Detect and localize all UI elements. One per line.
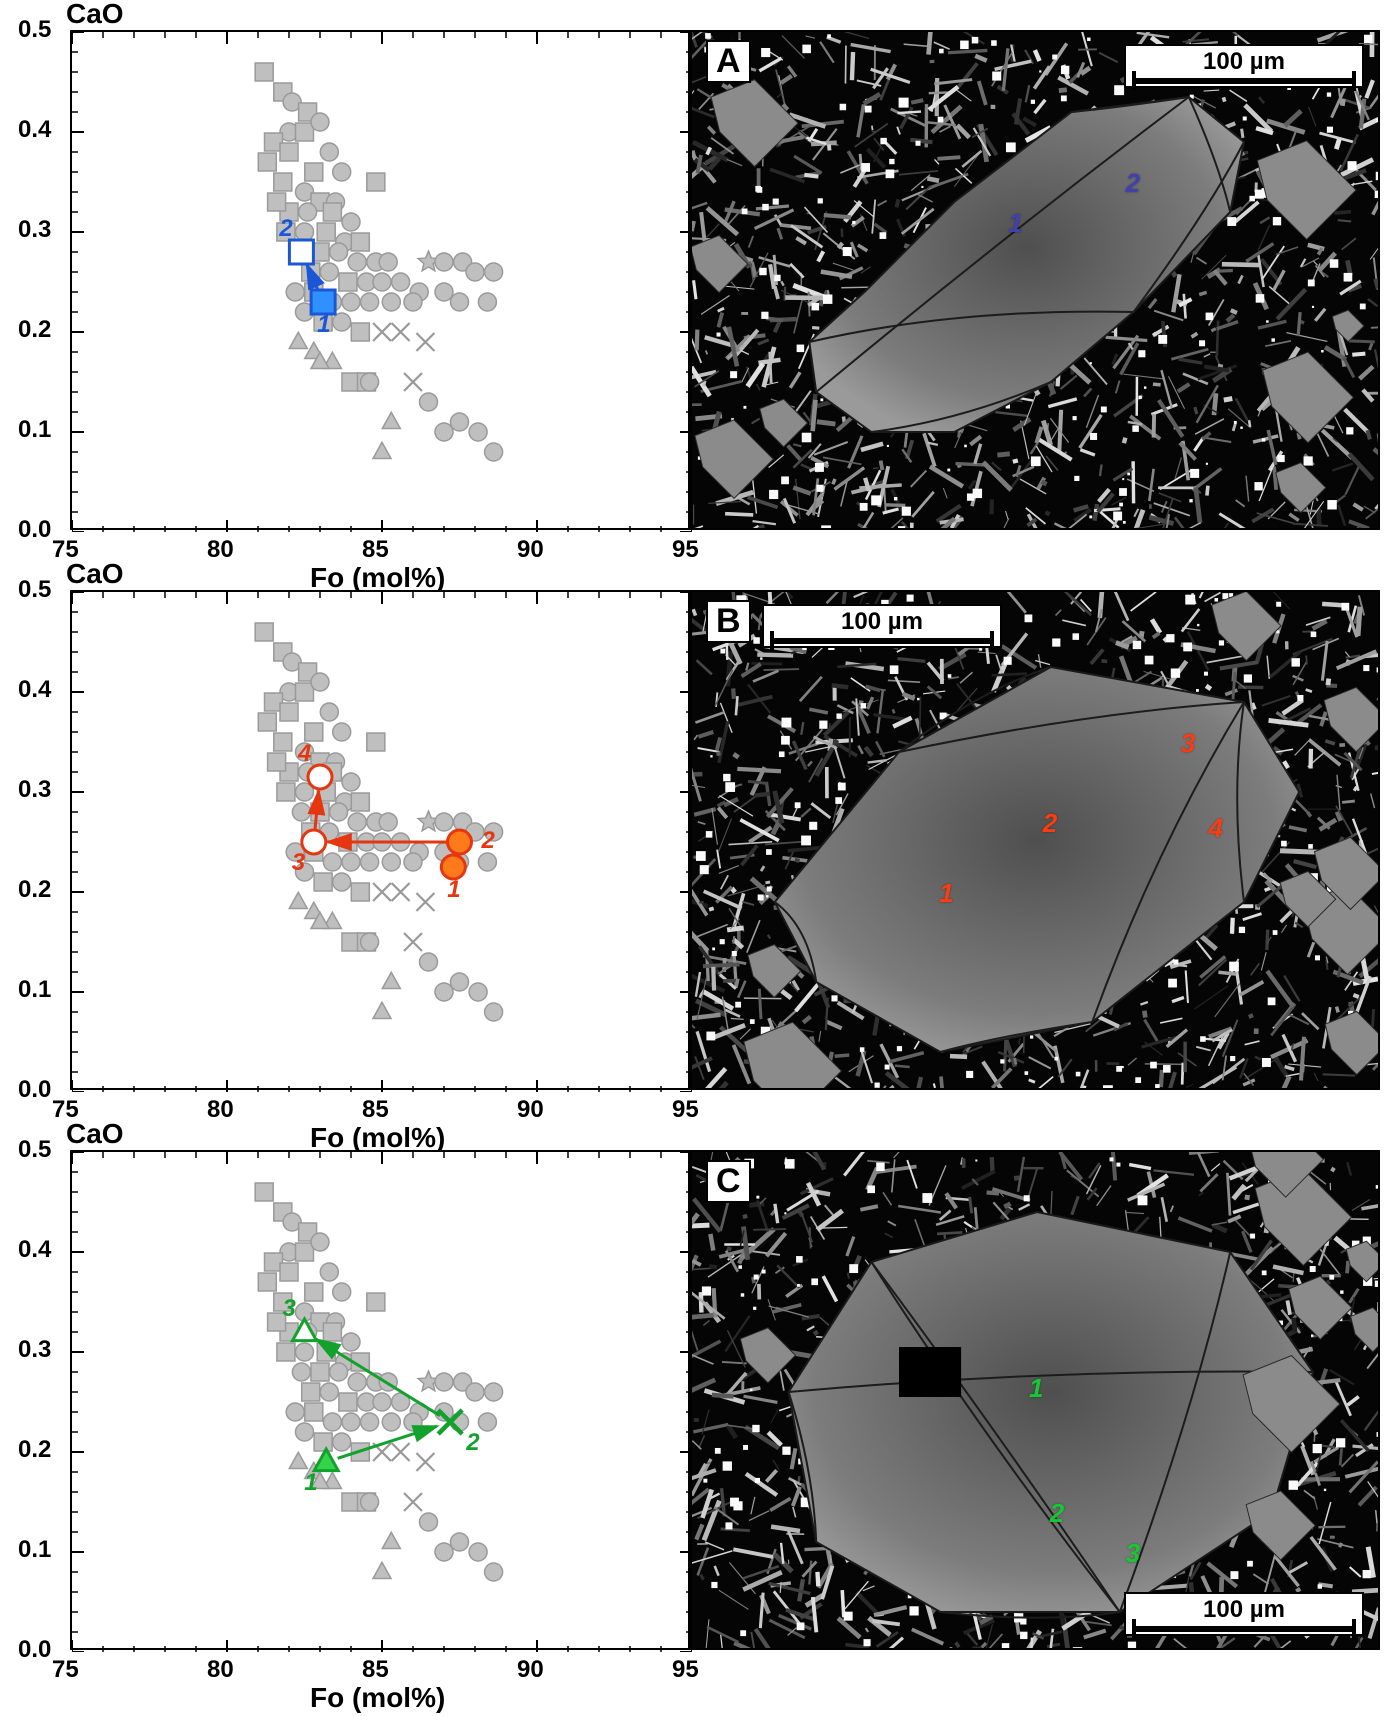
- scale-bar-label: 100 µm: [1203, 1598, 1285, 1622]
- xtick-label: 90: [517, 536, 544, 564]
- ytick-label: 0.3: [18, 1336, 62, 1364]
- xtick-label: 95: [672, 1656, 699, 1684]
- y-axis-title: CaO: [66, 558, 124, 590]
- panel-letter-C: C: [706, 1160, 751, 1203]
- svg-text:2: 2: [465, 1429, 480, 1456]
- x-axis-title: Fo (mol%): [310, 1682, 445, 1714]
- analysis-point-label: 2: [1043, 808, 1057, 839]
- chart-panel-C: 1 2 3: [70, 1150, 690, 1650]
- svg-text:4: 4: [297, 740, 311, 767]
- scale-bar-A: 100 µm: [1124, 44, 1364, 88]
- y-axis-title: CaO: [66, 0, 124, 30]
- ytick-label: 0.1: [18, 976, 62, 1004]
- xtick-label: 80: [207, 1096, 234, 1124]
- scale-bar-C: 100 µm: [1124, 1592, 1364, 1636]
- ytick-label: 0.1: [18, 416, 62, 444]
- ytick-label: 0.2: [18, 876, 62, 904]
- analysis-point-label: 3: [1181, 728, 1195, 759]
- ytick-label: 0.5: [18, 1136, 62, 1164]
- ytick-label: 0.0: [18, 1076, 62, 1104]
- scale-bar-label: 100 µm: [841, 610, 923, 634]
- ytick-label: 0.4: [18, 676, 62, 704]
- svg-text:1: 1: [317, 311, 330, 338]
- xtick-label: 80: [207, 1656, 234, 1684]
- xtick-label: 95: [672, 1096, 699, 1124]
- micrograph-panel-B: B 100 µm 1 2 3 4: [690, 590, 1380, 1090]
- chart-panel-A: 12: [70, 30, 690, 530]
- ytick-label: 0.2: [18, 1436, 62, 1464]
- ytick-label: 0.1: [18, 1536, 62, 1564]
- micrograph-svg-B: [692, 592, 1380, 1090]
- xtick-label: 80: [207, 536, 234, 564]
- micrograph-panel-A: A 100 µm 1 2: [690, 30, 1380, 530]
- micrograph-panel-C: C 100 µm 1 2 3: [690, 1150, 1380, 1650]
- ytick-label: 0.4: [18, 116, 62, 144]
- xtick-label: 85: [362, 536, 389, 564]
- panel-letter-A: A: [706, 40, 751, 83]
- analysis-point-label: 2: [1126, 168, 1140, 199]
- analysis-point-label: 2: [1050, 1498, 1064, 1529]
- xtick-label: 90: [517, 1656, 544, 1684]
- scale-bar-line: [770, 638, 994, 644]
- analysis-point-label: 1: [1029, 1373, 1043, 1404]
- ytick-label: 0.2: [18, 316, 62, 344]
- xtick-label: 95: [672, 536, 699, 564]
- y-axis-title: CaO: [66, 1118, 124, 1150]
- svg-text:1: 1: [447, 876, 460, 903]
- svg-text:3: 3: [292, 849, 306, 876]
- scale-bar-line: [1132, 78, 1356, 84]
- chart-svg-B: 12 3 4: [72, 592, 692, 1092]
- scale-bar-line: [1132, 1626, 1356, 1632]
- xtick-label: 90: [517, 1096, 544, 1124]
- scale-bar-B: 100 µm: [762, 604, 1002, 648]
- svg-text:2: 2: [278, 215, 293, 242]
- ytick-label: 0.4: [18, 1236, 62, 1264]
- analysis-point-label: 3: [1126, 1538, 1140, 1569]
- analysis-point-label: 4: [1208, 813, 1222, 844]
- analysis-point-label: 1: [939, 878, 953, 909]
- ytick-label: 0.5: [18, 576, 62, 604]
- svg-text:2: 2: [481, 827, 496, 854]
- xtick-label: 85: [362, 1656, 389, 1684]
- scale-bar-label: 100 µm: [1203, 50, 1285, 74]
- figure-root: 1275808590950.00.10.20.30.40.5CaOFo (mol…: [0, 0, 1387, 1716]
- ytick-label: 0.3: [18, 216, 62, 244]
- xtick-label: 85: [362, 1096, 389, 1124]
- svg-text:1: 1: [304, 1469, 317, 1496]
- ytick-label: 0.5: [18, 16, 62, 44]
- ytick-label: 0.0: [18, 516, 62, 544]
- ytick-label: 0.3: [18, 776, 62, 804]
- panel-letter-B: B: [706, 600, 751, 643]
- chart-panel-B: 12 3 4: [70, 590, 690, 1090]
- chart-svg-C: 1 2 3: [72, 1152, 692, 1652]
- chart-svg-A: 12: [72, 32, 692, 532]
- micrograph-svg-A: [692, 32, 1380, 530]
- analysis-point-label: 1: [1008, 208, 1022, 239]
- ytick-label: 0.0: [18, 1636, 62, 1664]
- svg-text:3: 3: [283, 1295, 297, 1322]
